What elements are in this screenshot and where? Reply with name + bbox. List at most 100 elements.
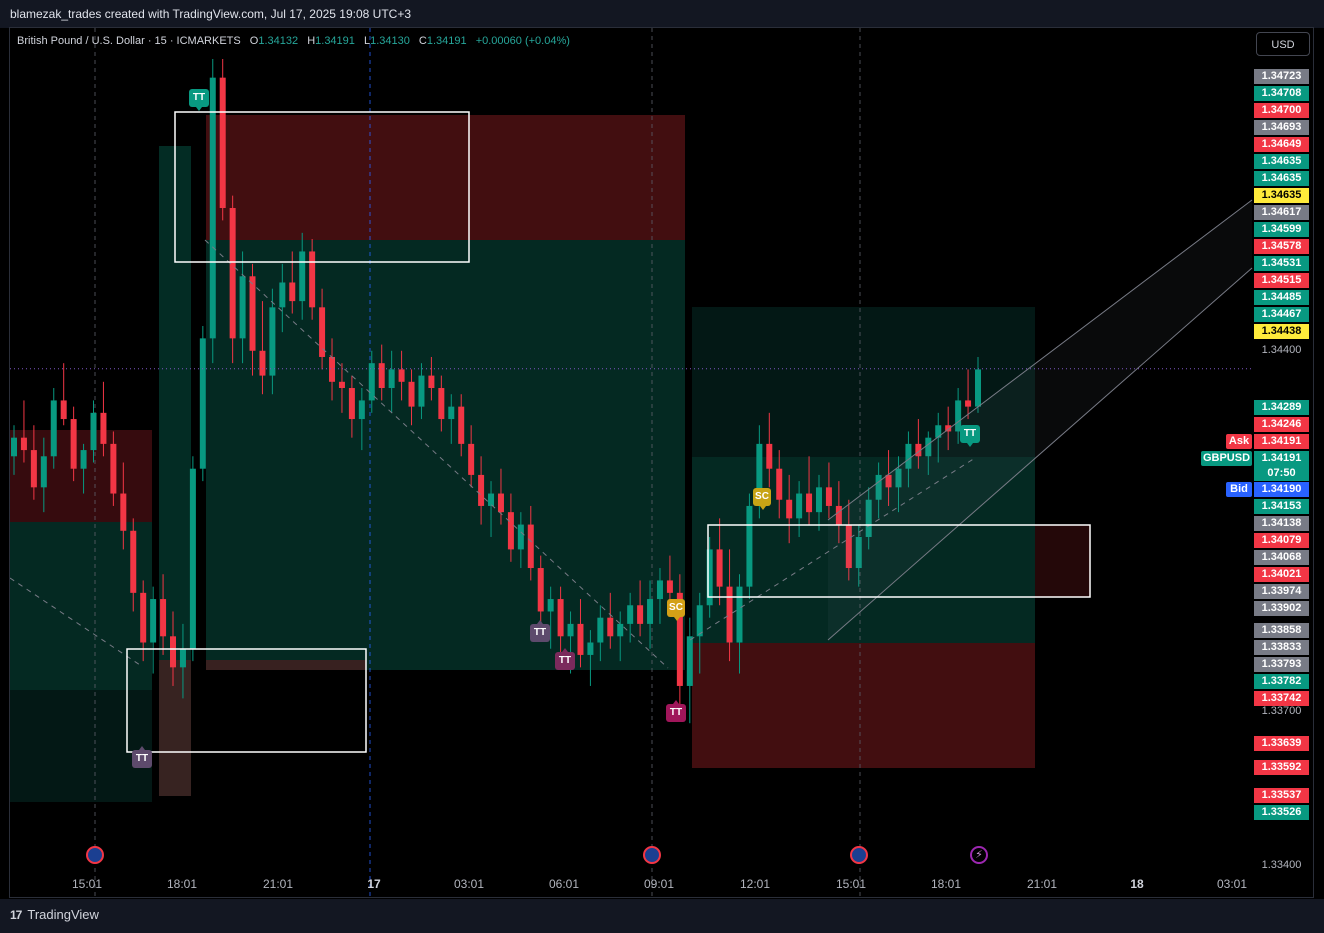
price-level-tag: 1.34289 (1254, 400, 1309, 415)
close-value: 1.34191 (426, 35, 467, 47)
candle-body (497, 493, 504, 513)
candle-body (726, 586, 733, 643)
candle-body (736, 586, 743, 643)
highlight-box (126, 648, 367, 753)
price-level-tag: 1.33793 (1254, 657, 1309, 672)
price-level-tag: 1.34467 (1254, 307, 1309, 322)
price-level-tag: 1.33833 (1254, 640, 1309, 655)
candle-body (855, 536, 862, 569)
price-level-tag: 1.33782 (1254, 674, 1309, 689)
candle-body (468, 443, 475, 475)
candle-body (110, 443, 117, 494)
us-flag-icon[interactable] (850, 846, 868, 864)
candle-body (756, 443, 763, 506)
candle-body (935, 425, 942, 438)
candle-body (627, 605, 634, 624)
candle-body (766, 443, 773, 469)
candle-body (666, 580, 673, 593)
demand-zone-lower (10, 690, 152, 802)
price-level-tag: 1.34531 (1254, 256, 1309, 271)
candle-body (428, 375, 435, 389)
candle-body (875, 474, 882, 500)
candle-body (438, 388, 445, 420)
price-level-tag: 1.34191 (1254, 451, 1309, 466)
price-level-tag: 1.34079 (1254, 533, 1309, 548)
candle-body (527, 524, 534, 569)
time-tick-label: 17 (367, 877, 381, 891)
tt-signal-marker[interactable]: TT (132, 746, 152, 768)
candle-body (80, 450, 87, 469)
candle-body (895, 468, 902, 488)
candle-body (289, 282, 296, 302)
chart-credit: blamezak_trades created with TradingView… (10, 7, 412, 21)
candle-body (70, 419, 77, 469)
candle-body (418, 375, 425, 407)
candle-body (179, 648, 186, 668)
candle-body (40, 456, 47, 488)
candle-body (368, 363, 375, 401)
tt-signal-marker[interactable]: TT (960, 425, 980, 447)
currency-button[interactable]: USD (1256, 32, 1310, 56)
price-level-tag: 1.33639 (1254, 736, 1309, 751)
candle-body (458, 406, 465, 444)
tt-signal-marker[interactable]: TT (555, 648, 575, 670)
supply-zone (159, 660, 191, 796)
tradingview-icon: 17 (10, 907, 22, 922)
symbol-title[interactable]: British Pound / U.S. Dollar · 15 · ICMAR… (17, 35, 241, 47)
supply-zone (206, 660, 366, 670)
sc-signal-marker[interactable]: SC (753, 488, 771, 510)
sc-signal-marker[interactable]: SC (667, 599, 685, 621)
candle-body (199, 338, 206, 469)
candle-body (507, 512, 514, 550)
candle-body (50, 400, 57, 457)
price-tick-label: 1.33400 (1261, 859, 1302, 871)
uk-flag-icon[interactable] (643, 846, 661, 864)
channel-upper (827, 199, 1253, 521)
us-flag-icon[interactable] (86, 846, 104, 864)
price-level-tag: 1.34617 (1254, 205, 1309, 220)
price-level-tag: 1.34723 (1254, 69, 1309, 84)
time-tick-label: 15:01 (71, 877, 103, 891)
candle-body (239, 276, 246, 339)
candle-body (140, 592, 147, 643)
candle-body (20, 437, 27, 451)
candle-body (806, 493, 813, 513)
candle-body (637, 605, 644, 624)
price-level-tag: 1.34635 (1254, 188, 1309, 203)
candle-body (30, 450, 37, 488)
tt-signal-marker[interactable]: TT (530, 620, 550, 642)
change-value: +0.00060 (+0.04%) (475, 35, 570, 47)
candle-body (945, 425, 952, 432)
candle-body (299, 251, 306, 302)
channel-lower (827, 267, 1253, 641)
candle-body (647, 599, 654, 624)
candle-body (11, 437, 17, 457)
time-tick-label: 15:01 (835, 877, 867, 891)
candle-body (259, 350, 266, 376)
candle-body (358, 400, 365, 420)
candle-body (617, 623, 624, 637)
candle-body (209, 77, 216, 339)
candle-body (676, 592, 683, 686)
candle-body (885, 474, 892, 488)
tt-signal-marker[interactable]: TT (666, 700, 686, 722)
candle-body (100, 412, 107, 444)
candle-body (189, 468, 196, 649)
bid-label: Bid (1226, 482, 1252, 497)
open-value: 1.34132 (258, 35, 299, 47)
candle-body (587, 642, 594, 655)
tradingview-logo[interactable]: 17 TradingView (10, 907, 99, 922)
supply-zone (1035, 525, 1090, 597)
candle-body (319, 307, 326, 357)
candle-body (577, 623, 584, 655)
candle-body (815, 487, 822, 513)
tt-signal-marker[interactable]: TT (189, 89, 209, 111)
footer-bar (0, 899, 1324, 933)
candle-body (965, 400, 972, 407)
lightning-icon[interactable]: ⚡ (970, 846, 988, 864)
price-level-tag: 1.34190 (1254, 482, 1309, 497)
candle-body (696, 605, 703, 637)
candle-body (488, 493, 495, 506)
time-tick-label: 18:01 (166, 877, 198, 891)
